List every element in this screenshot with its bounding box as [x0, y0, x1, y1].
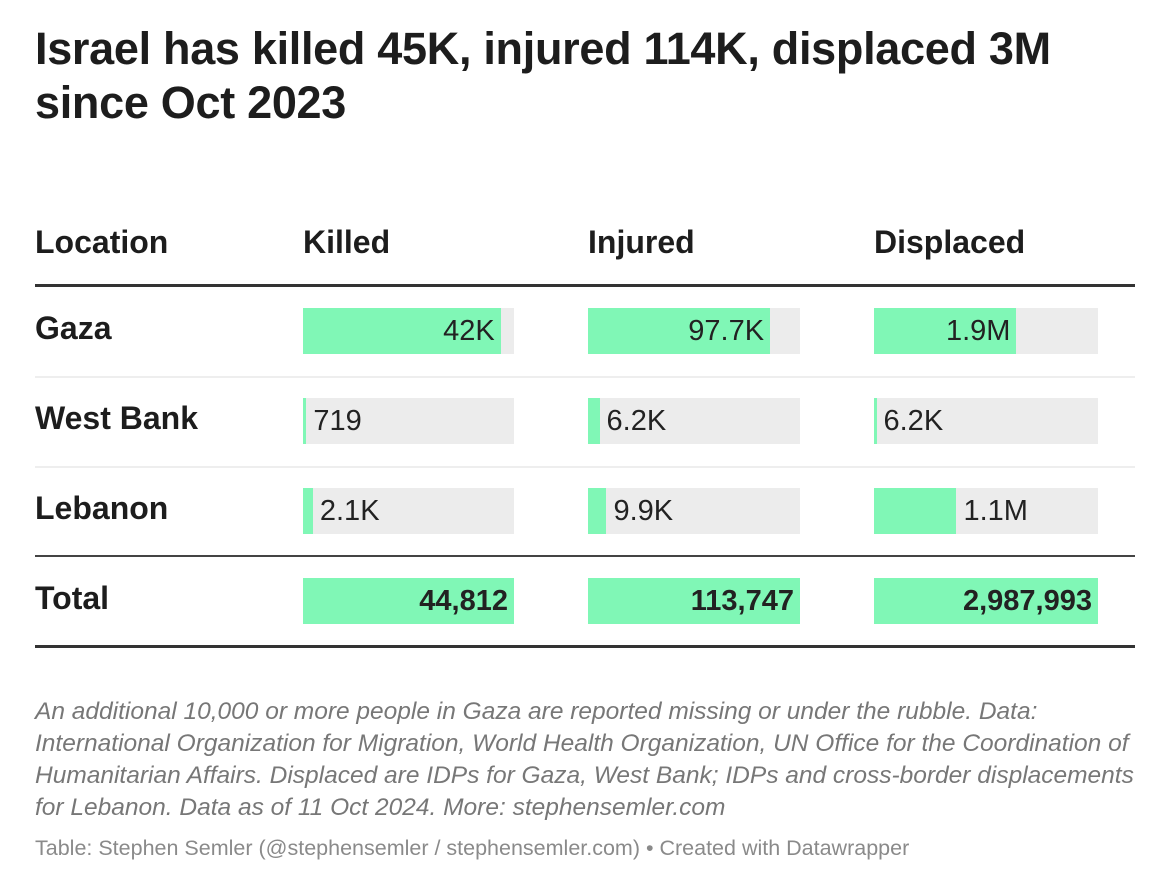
bar-value-label: 719	[313, 405, 362, 437]
bar-value-label: 113,747	[690, 585, 794, 617]
bar-cell: 9.9K	[588, 488, 800, 534]
bar-cell: 1.9M	[874, 308, 1098, 354]
bar	[303, 398, 307, 444]
bar	[874, 308, 1017, 354]
bar-cell: 42K	[303, 308, 514, 354]
bottom-divider	[35, 645, 1135, 648]
bar-cell: 2.1K	[303, 488, 514, 534]
row-divider	[35, 376, 1135, 378]
header-killed: Killed	[303, 224, 391, 260]
chart-title: Israel has killed 45K, injured 114K, dis…	[35, 23, 1051, 128]
total-divider	[35, 555, 1135, 557]
bar-cell: 719	[303, 398, 514, 444]
bar-cell: 6.2K	[874, 398, 1098, 444]
header-displaced: Displaced	[874, 224, 1026, 260]
bar-value-label: 1.9M	[945, 315, 1011, 347]
bar	[874, 578, 1098, 624]
bar-value-label: 6.2K	[883, 405, 944, 437]
credit: Table: Stephen Semler (@stephensemler / …	[35, 836, 910, 860]
bar-cell: 44,812	[303, 578, 514, 624]
bar-value-label: 2.1K	[319, 495, 380, 527]
bar-value-label: 97.7K	[688, 315, 765, 347]
bar	[874, 398, 877, 444]
bar-cell: 2,987,993	[874, 578, 1098, 624]
row-divider	[35, 466, 1135, 468]
bar	[588, 398, 600, 444]
bar	[588, 578, 800, 624]
bar-cell: 113,747	[588, 578, 800, 624]
bar	[303, 308, 501, 354]
row-label: Lebanon	[35, 490, 169, 526]
row-label: Total	[35, 580, 110, 616]
bar	[303, 488, 313, 534]
header-divider	[35, 284, 1135, 287]
bar-value-label: 44,812	[419, 585, 508, 617]
bar	[588, 308, 771, 354]
row-label: West Bank	[35, 400, 199, 436]
footnote: An additional 10,000 or more people in G…	[35, 698, 1134, 821]
bar-cell: 97.7K	[588, 308, 800, 354]
bar-cell: 1.1M	[874, 488, 1098, 534]
bar-value-label: 42K	[443, 315, 495, 347]
row-label: Gaza	[35, 310, 112, 346]
bar-value-label: 2,987,993	[962, 585, 1092, 617]
bar	[588, 488, 607, 534]
header-location: Location	[35, 224, 169, 260]
bar	[874, 488, 957, 534]
header-injured: Injured	[588, 224, 695, 260]
bar-value-label: 1.1M	[963, 495, 1028, 527]
bar	[303, 578, 514, 624]
bar-value-label: 9.9K	[613, 495, 674, 527]
bar-value-label: 6.2K	[606, 405, 667, 437]
bar-cell: 6.2K	[588, 398, 800, 444]
